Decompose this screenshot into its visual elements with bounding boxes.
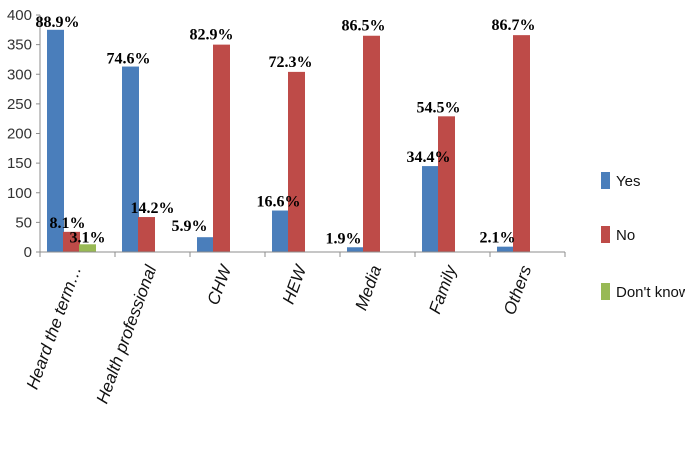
x-category-label: Family — [425, 261, 460, 316]
bars — [47, 29, 530, 252]
data-label: 1.9% — [326, 230, 362, 247]
y-tick-label: 350 — [7, 37, 32, 54]
data-label: 54.5% — [417, 99, 461, 116]
bar-no-3 — [288, 71, 305, 252]
x-axis: Heard the term… Health professional CHW HEW… — [23, 251, 566, 406]
bar-yes-6 — [497, 246, 514, 252]
data-label: 16.6% — [257, 194, 301, 211]
data-label: 86.5% — [342, 18, 386, 35]
y-tick-label: 50 — [15, 214, 32, 231]
legend-label: Yes — [616, 173, 640, 190]
y-tick-label: 400 — [7, 7, 32, 24]
bar-yes-0 — [47, 29, 64, 252]
data-label: 86.7% — [492, 17, 536, 34]
bar-no-0 — [63, 231, 80, 252]
data-label: 5.9% — [172, 218, 208, 235]
legend: Yes No Don't know — [601, 172, 685, 301]
data-label: 88.9% — [36, 14, 80, 31]
data-label: 82.9% — [190, 27, 234, 44]
legend-swatch — [601, 226, 610, 243]
y-tick-label: 300 — [7, 66, 32, 83]
legend-swatch — [601, 172, 610, 189]
data-label: 34.4% — [407, 149, 451, 166]
y-tick-label: 100 — [7, 185, 32, 202]
bar-no-5 — [438, 116, 455, 252]
bar-yes-3 — [272, 210, 289, 252]
bar-don-t-know-0 — [79, 244, 96, 252]
bar-no-1 — [138, 217, 155, 252]
bar-yes-2 — [197, 237, 214, 252]
y-tick-label: 250 — [7, 96, 32, 113]
bar-no-2 — [213, 44, 230, 252]
data-label: 74.6% — [107, 51, 151, 68]
x-category-label: Media — [352, 263, 386, 313]
legend-swatch — [601, 283, 610, 300]
x-category-label: Health professional — [93, 262, 161, 406]
bar-yes-5 — [422, 166, 439, 252]
y-tick-label: 200 — [7, 126, 32, 143]
bar-no-6 — [513, 35, 530, 252]
data-label: 72.3% — [269, 54, 313, 71]
bar-no-4 — [363, 35, 380, 252]
data-label: 8.1% — [50, 215, 86, 232]
x-category-label: CHW — [204, 261, 236, 307]
y-tick-label: 150 — [7, 155, 32, 172]
x-category-label: Heard the term… — [23, 263, 85, 392]
bar-yes-1 — [122, 66, 139, 252]
data-label: 14.2% — [131, 200, 175, 217]
y-tick-label: 0 — [24, 244, 32, 261]
x-category-label: Others — [500, 262, 535, 317]
legend-label: No — [616, 227, 635, 244]
data-label: 3.1% — [70, 229, 106, 246]
data-labels: 88.9% 74.6% 5.9% 16.6% 1.9% 34.4% 2.1% 8.1% 14.2… — [36, 14, 536, 247]
x-category-label: HEW — [279, 261, 311, 307]
y-axis: 0 50 100 150 200 250 300 350 400 — [7, 7, 41, 261]
legend-label: Don't know — [616, 284, 685, 301]
bar-yes-4 — [347, 247, 364, 252]
data-label: 2.1% — [480, 230, 516, 247]
